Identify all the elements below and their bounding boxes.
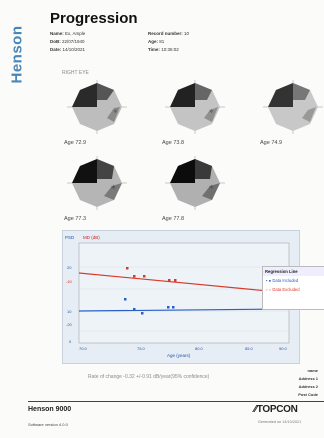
- legend-header: Regression Line: [263, 267, 324, 276]
- thumb-age: Age 74.9: [260, 140, 283, 146]
- name-value: Ex, Ample: [65, 31, 86, 36]
- regression-legend: Regression Line ▪ ● Data Included ▫ ○ Da…: [262, 266, 324, 310]
- thumb-age: Age 77.3: [64, 216, 87, 222]
- ytick: 0: [69, 339, 72, 344]
- psd-regression-line: [78, 308, 290, 312]
- device-model: Henson 9000: [28, 406, 72, 413]
- legend-marker-included: ▪ ●: [266, 278, 272, 283]
- age-value: 81: [159, 39, 165, 44]
- visual-field-thumb[interactable]: ✶ Age 77.8: [160, 154, 230, 222]
- time-label: Time:: [148, 47, 160, 52]
- ylabel-right: MD (dB): [83, 235, 100, 240]
- age-label: Age:: [148, 39, 158, 44]
- thumb-age: Age 77.8: [162, 216, 185, 222]
- visual-field-map: ✶: [165, 80, 225, 134]
- ytick: 20: [67, 265, 72, 270]
- xtick: 75.0: [137, 346, 146, 351]
- data-point: [133, 308, 136, 311]
- data-point: [143, 275, 146, 278]
- rate-of-change: Rate of change -0.32 +/-0.91 dB/year(95%…: [88, 374, 210, 380]
- address-name: name: [307, 368, 318, 373]
- data-point: [124, 298, 127, 301]
- legend-item-included: ▪ ● Data Included: [263, 276, 324, 285]
- visual-field-map: ✶: [165, 156, 225, 210]
- data-point: [174, 279, 177, 282]
- address-line-2: Address 2: [298, 384, 318, 389]
- page-title: Progression: [50, 10, 138, 27]
- data-point: [167, 306, 170, 309]
- legend-marker-excluded: ▫ ○: [266, 287, 272, 292]
- visual-field-thumb[interactable]: Age 74.9: [258, 78, 324, 146]
- ytick: 10: [67, 309, 72, 314]
- data-point: [126, 267, 129, 270]
- psd-points: [124, 298, 175, 315]
- visual-field-map: [263, 80, 323, 134]
- record-label: Record number:: [148, 31, 183, 36]
- thumb-age: Age 72.9: [64, 140, 87, 146]
- dob-value: 22/07/1940: [62, 39, 85, 44]
- address-line-1: Address 1: [298, 376, 318, 381]
- footer-divider: [28, 401, 324, 402]
- visual-field-thumb[interactable]: ✶ Age 73.8: [160, 78, 230, 146]
- ylabel-left: PSD: [65, 235, 75, 240]
- name-label: Name:: [50, 31, 64, 36]
- date-label: Date:: [50, 47, 62, 52]
- patient-info-left: Name: Ex, Ample DoB: 22/07/1940 Date: 14…: [50, 30, 85, 54]
- md-points: [126, 267, 177, 282]
- ytick: -10: [66, 279, 73, 284]
- vendor-logo: ⁄⁄TOPCON: [254, 404, 298, 415]
- xtick: 90.0: [279, 346, 288, 351]
- legend-label-included: Data Included: [272, 278, 299, 283]
- xtick: 80.0: [195, 346, 204, 351]
- visual-field-thumb[interactable]: ✶ Age 77.3: [62, 154, 132, 222]
- brand-sidebar: Henson: [4, 18, 26, 88]
- md-regression-line: [78, 272, 290, 294]
- data-point: [133, 275, 136, 278]
- logo-mark-icon: ⁄⁄: [254, 404, 257, 415]
- svg-text:✶: ✶: [112, 107, 119, 116]
- dob-label: DoB:: [50, 39, 61, 44]
- xtick: 85.0: [245, 346, 254, 351]
- visual-field-map: ✶: [67, 80, 127, 134]
- eye-label: RIGHT EYE: [62, 70, 89, 76]
- vendor-name: TOPCON: [256, 404, 298, 415]
- regression-chart: PSD MD (dB) 20 -10 10 -20 0: [65, 235, 290, 358]
- patient-info-right: Record number: 10 Age: 81 Time: 10:36:02: [148, 30, 189, 54]
- xtick: 70.0: [79, 346, 88, 351]
- data-point: [172, 306, 175, 309]
- visual-field-map: ✶: [67, 156, 127, 210]
- address-post-code: Post Code: [298, 392, 318, 397]
- record-value: 10: [184, 31, 190, 36]
- brand-name: Henson: [8, 25, 26, 84]
- legend-item-excluded: ▫ ○ Data Excluded: [263, 285, 324, 294]
- data-point: [141, 312, 144, 315]
- xlabel: Age (years): [167, 353, 191, 358]
- time-value: 10:36:02: [161, 47, 179, 52]
- software-version: Software version 4.0.0: [28, 422, 68, 427]
- svg-text:✶: ✶: [110, 183, 117, 192]
- visual-field-thumb[interactable]: ✶ Age 72.9: [62, 78, 132, 146]
- data-point: [168, 279, 171, 282]
- svg-text:✶: ✶: [208, 107, 215, 116]
- svg-text:✶: ✶: [208, 183, 215, 192]
- generated-date: Generated on 14/10/2021: [258, 420, 302, 424]
- thumb-age: Age 73.8: [162, 140, 185, 146]
- ytick: -20: [66, 322, 73, 327]
- regression-plot: PSD MD (dB) 20 -10 10 -20 0: [62, 230, 300, 364]
- date-value: 14/10/2021: [62, 47, 86, 52]
- legend-label-excluded: Data Excluded: [272, 287, 300, 292]
